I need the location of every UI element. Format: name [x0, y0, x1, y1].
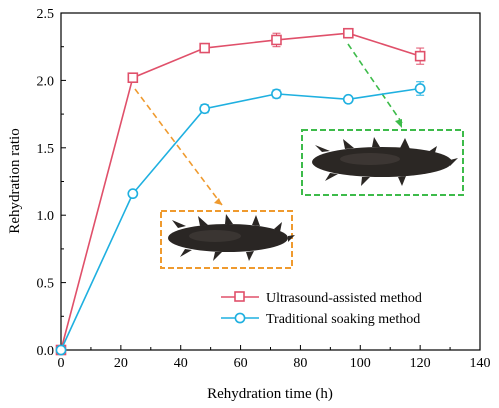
data-point	[199, 103, 211, 115]
green-callout-arrow	[347, 43, 403, 124]
sea-cucumber-photo-1	[168, 214, 295, 261]
x-tick-label: 80	[293, 356, 307, 371]
x-axis-label: Rehydration time (h)	[207, 386, 333, 402]
series-traditional	[55, 81, 426, 356]
y-tick-label: 1.0	[37, 209, 55, 224]
series-line-traditional	[60, 87, 421, 351]
data-point	[127, 72, 139, 84]
y-tick-label: 2.0	[37, 74, 55, 89]
green-arrowhead	[395, 119, 402, 128]
inset-photos	[134, 43, 464, 269]
legend-marker-ultrasound	[234, 291, 245, 302]
sea-cucumber-photo-2	[312, 137, 458, 186]
data-point	[271, 88, 282, 100]
series-line-ultrasound	[60, 32, 421, 351]
data-point	[55, 344, 67, 356]
x-tick-label: 120	[410, 356, 431, 371]
x-tick-label: 100	[350, 356, 371, 371]
legend-label-ultrasound: Ultrasound-assisted method	[266, 291, 422, 306]
orange-inset-frame	[160, 210, 293, 269]
legend: Ultrasound-assisted method Traditional s…	[221, 291, 422, 327]
data-point	[199, 42, 210, 54]
y-axis-ticks: 0.0 0.5 1.0 1.5 2.0 2.5	[37, 7, 66, 359]
x-tick-label: 0	[58, 356, 65, 371]
y-tick-label: 0.0	[37, 344, 55, 359]
legend-item-ultrasound: Ultrasound-assisted method	[221, 291, 422, 306]
x-tick-label: 140	[470, 356, 491, 371]
data-point	[342, 93, 354, 105]
x-tick-label: 40	[174, 356, 188, 371]
data-point	[414, 83, 426, 94]
x-tick-label: 60	[234, 356, 248, 371]
x-axis-ticks: 0 20 40 60 80 100 120 140	[58, 345, 491, 371]
data-point	[271, 34, 282, 46]
orange-inset	[134, 88, 295, 269]
legend-item-traditional: Traditional soaking method	[221, 312, 420, 327]
data-point	[343, 27, 354, 39]
y-axis-label: Rehydration ratio	[7, 128, 23, 233]
legend-label-traditional: Traditional soaking method	[266, 312, 420, 327]
data-series	[55, 27, 426, 356]
orange-arrowhead	[214, 198, 222, 205]
data-point	[414, 50, 426, 62]
orange-callout-arrow	[134, 88, 223, 206]
green-inset-frame	[301, 129, 464, 196]
y-tick-label: 1.5	[37, 142, 55, 157]
y-tick-label: 0.5	[37, 277, 55, 292]
y-tick-label: 2.5	[37, 7, 55, 22]
legend-marker-traditional	[234, 312, 246, 324]
green-inset	[301, 43, 464, 196]
data-point	[127, 188, 139, 200]
x-tick-label: 20	[114, 356, 128, 371]
